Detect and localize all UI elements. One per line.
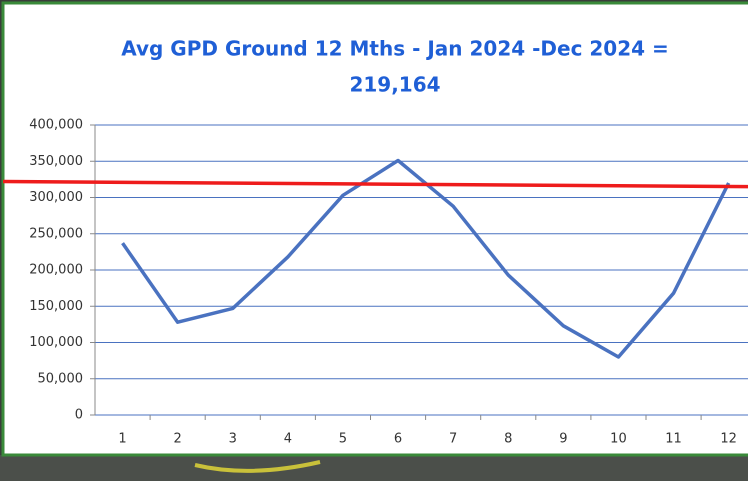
x-tick-label: 1	[118, 432, 126, 447]
y-tick-label: 400,000	[29, 118, 83, 133]
x-tick-label: 8	[504, 432, 512, 447]
x-tick-label: 11	[665, 432, 682, 447]
x-tick-label: 12	[720, 432, 737, 447]
y-tick-label: 100,000	[29, 335, 83, 350]
x-tick-label: 10	[610, 432, 627, 447]
chart: Avg GPD Ground 12 Mths - Jan 2024 -Dec 2…	[0, 0, 748, 481]
x-tick-label: 7	[449, 432, 457, 447]
x-tick-label: 2	[174, 432, 182, 447]
x-tick-label: 6	[394, 432, 402, 447]
chart-title: 219,164	[349, 73, 440, 97]
y-tick-label: 0	[75, 408, 83, 423]
y-tick-label: 300,000	[29, 190, 83, 205]
x-tick-label: 9	[559, 432, 567, 447]
map-background	[0, 455, 748, 481]
x-tick-label: 3	[229, 432, 237, 447]
x-tick-label: 5	[339, 432, 347, 447]
chart-title: Avg GPD Ground 12 Mths - Jan 2024 -Dec 2…	[121, 37, 669, 61]
y-tick-label: 50,000	[38, 371, 84, 386]
x-tick-label: 4	[284, 432, 292, 447]
y-tick-label: 200,000	[29, 263, 83, 278]
page: Avg GPD Ground 12 Mths - Jan 2024 -Dec 2…	[0, 0, 748, 481]
y-tick-label: 350,000	[29, 154, 83, 169]
y-tick-label: 250,000	[29, 226, 83, 241]
y-tick-label: 150,000	[29, 299, 83, 314]
chart-panel	[3, 3, 748, 455]
